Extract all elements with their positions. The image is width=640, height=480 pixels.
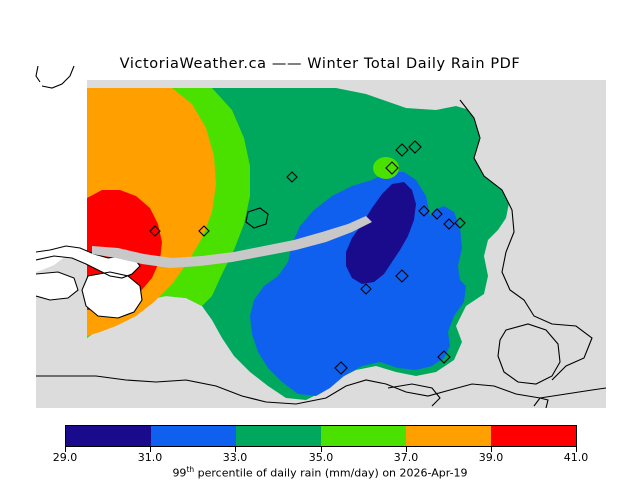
colorbar-tick (150, 447, 151, 452)
station-marker[interactable] (198, 225, 210, 237)
colorbar-segment-29-31[interactable] (66, 426, 151, 446)
station-marker[interactable] (408, 140, 422, 154)
colorbar[interactable] (65, 425, 577, 447)
station-marker[interactable] (286, 171, 298, 183)
west-ocean-white (36, 80, 87, 272)
water-west-inlet (36, 246, 140, 278)
band-31-33 (250, 172, 466, 396)
colorbar-tick-label: 29.0 (52, 451, 78, 464)
colorbar-tick-label: 41.0 (563, 451, 589, 464)
station-markers[interactable] (149, 140, 466, 375)
contour-map[interactable] (36, 80, 606, 408)
colorbar-tick (491, 447, 492, 452)
caption-prefix: 99 (172, 466, 187, 480)
station-marker[interactable] (431, 208, 443, 220)
station-marker[interactable] (149, 225, 161, 237)
station-marker[interactable] (334, 361, 348, 375)
station-marker[interactable] (454, 217, 466, 229)
band-29-31-core (346, 182, 416, 284)
colorbar-tick-label: 31.0 (137, 451, 163, 464)
colorbar-segment-33-35[interactable] (236, 426, 321, 446)
map-plot-area[interactable] (36, 80, 606, 408)
colorbar-caption: 99th percentile of daily rain (mm/day) o… (0, 465, 640, 480)
colorbar-tick-label: 35.0 (308, 451, 334, 464)
strait-water (92, 216, 372, 268)
water-far-west (36, 272, 78, 300)
colorbar-tick (321, 447, 322, 452)
colorbar-tick-label: 39.0 (478, 451, 504, 464)
sea-south (36, 376, 606, 408)
page-title: VictoriaWeather.ca —— Winter Total Daily… (119, 56, 521, 72)
colorbar-segment-31-33[interactable] (151, 426, 236, 446)
station-marker[interactable] (360, 283, 372, 295)
station-marker[interactable] (395, 143, 409, 157)
colorbar-segment-39-41[interactable] (491, 426, 576, 446)
station-marker[interactable] (418, 205, 430, 217)
station-marker[interactable] (443, 218, 455, 230)
station-marker[interactable] (385, 161, 399, 175)
colorbar-tick (235, 447, 236, 452)
colorbar-segment-37-39[interactable] (406, 426, 491, 446)
station-marker[interactable] (437, 350, 451, 364)
colorbar-tick (65, 447, 66, 452)
colorbar-tick (576, 447, 577, 452)
sea-northeast (456, 80, 606, 408)
station-marker[interactable] (395, 269, 409, 283)
colorbar-tick-labels: 29.0 31.0 33.0 35.0 37.0 39.0 41.0 (0, 451, 640, 465)
caption-suffix: percentile of daily rain (mm/day) on 202… (194, 466, 468, 480)
water-southwest-lake (82, 272, 142, 318)
colorbar-tick (406, 447, 407, 452)
sea-east-inlet (498, 324, 560, 384)
colorbar-tick-label: 37.0 (393, 451, 419, 464)
colorbar-segment-35-37[interactable] (321, 426, 406, 446)
colorbar-tick-label: 33.0 (222, 451, 248, 464)
offframe-coast-sketch (35, 65, 75, 89)
colorbar-ticks (65, 447, 577, 452)
water-bodies (36, 246, 142, 318)
caption-superscript: th (186, 465, 195, 474)
colorbar-section: 29.0 31.0 33.0 35.0 37.0 39.0 41.0 99th … (0, 420, 640, 480)
